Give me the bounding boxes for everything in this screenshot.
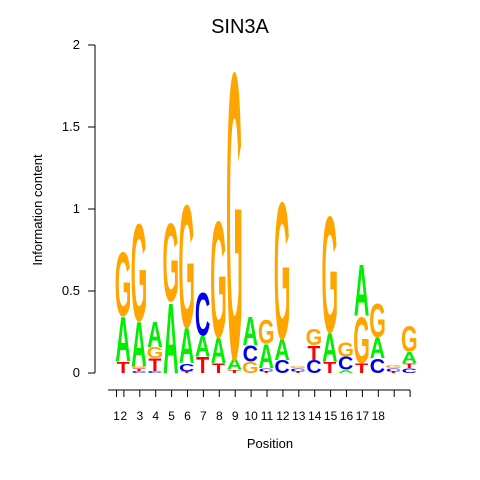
logo-letter-a: A	[211, 331, 226, 371]
x-tick-label: 3	[136, 409, 143, 423]
y-tick-label: 1.5	[62, 119, 80, 134]
logo-letter-c: C	[306, 357, 321, 377]
logo-letter-g: G	[131, 366, 148, 369]
logo-letter-g: G	[290, 366, 307, 369]
y-tick-label: 0.5	[62, 283, 80, 298]
logo-letter-g: G	[242, 359, 259, 377]
x-axis: 1 2 3 4 5 6 7 8 9 10 11 12 13 14 15 16 17 18	[108, 389, 411, 423]
logo-letter-c: C	[243, 341, 258, 367]
logo-letter-g: G	[369, 293, 386, 347]
logo-letter-t: T	[212, 361, 225, 376]
logo-letter-t: T	[196, 352, 210, 378]
x-tick-label: 9	[232, 409, 239, 423]
logo-letter-t: T	[117, 359, 131, 377]
x-tick-label: 18	[372, 409, 386, 423]
logo-letter-a: A	[179, 319, 194, 375]
logo-letter-a: A	[370, 333, 385, 365]
x-tick-label: 7	[200, 409, 207, 423]
y-axis: 0 0.5 1 1.5 2	[62, 37, 96, 380]
x-tick-label: 11	[261, 409, 274, 423]
logo-letter-c: C	[179, 361, 194, 374]
chart-title: SIN3A	[211, 16, 269, 38]
logo-letter-g: G	[337, 339, 354, 362]
x-tick-label: 1	[113, 409, 120, 423]
logo-letter-a: A	[274, 335, 289, 367]
logo-letter-t: T	[148, 356, 161, 376]
logo-letter-a: A	[259, 338, 274, 376]
logo-letter-a: A	[354, 250, 369, 331]
x-tick-label: 6	[184, 409, 191, 423]
logo-letter-c: C	[370, 355, 385, 378]
logo-letter-g: G	[147, 344, 164, 362]
x-tick-label: 4	[152, 409, 159, 423]
logo-letter-g: G	[115, 234, 132, 336]
logo-letter-a: A	[131, 310, 146, 381]
logo-letter-c: C	[274, 357, 289, 377]
logo-letter-a: A	[227, 355, 243, 373]
logo-letter-g: G	[306, 324, 323, 350]
logo-letter-t: T	[355, 361, 368, 376]
x-tick-label: 10	[244, 409, 258, 423]
logo-letter-g: G	[163, 201, 180, 326]
y-tick-label: 2	[73, 37, 80, 52]
x-tick-label: 15	[324, 409, 338, 423]
logo-letter-c: C	[259, 368, 274, 373]
y-axis-label: Information content	[30, 154, 45, 266]
logo-letter-c: C	[290, 368, 305, 373]
logo-letter-a: A	[195, 331, 210, 363]
logo-letter-c: C	[386, 368, 401, 373]
logo-letter-t: T	[291, 371, 305, 374]
logo-letter-g: G	[353, 305, 370, 378]
logo-letter-g: G	[226, 0, 243, 446]
logo-letter-t: T	[180, 371, 194, 374]
logo-letter-c: C	[195, 279, 210, 348]
logo-letter-t: T	[403, 362, 416, 369]
logo-letter-t: T	[260, 371, 274, 374]
x-tick-label: 8	[216, 409, 223, 423]
logo-letter-c: C	[131, 371, 146, 374]
logo-letter-t: T	[307, 342, 320, 365]
x-tick-label: 13	[292, 409, 306, 423]
logo-letter-a: A	[147, 315, 162, 355]
logo-letter-c: C	[147, 371, 162, 374]
logo-letter-c: C	[338, 354, 353, 374]
x-tick-label: 16	[340, 409, 354, 423]
logo-letter-t: T	[132, 368, 146, 373]
logo-letter-t: T	[387, 371, 401, 374]
logo-letter-a: A	[402, 349, 418, 367]
logo-letter-t: T	[228, 369, 242, 374]
logo-letter-a: A	[163, 283, 178, 395]
logo-letter-g: G	[401, 320, 418, 360]
logo-letter-g: G	[210, 188, 227, 373]
logo-letter-a: A	[115, 305, 130, 376]
logo-letter-g: G	[131, 196, 148, 351]
logo-letter-g: G	[385, 364, 402, 369]
logo-letter-t: T	[323, 359, 337, 377]
x-tick-label: 17	[356, 409, 370, 423]
x-tick-label: 2	[121, 409, 128, 423]
logo-letter-a: A	[338, 369, 353, 374]
logo-letter-g: G	[258, 313, 275, 351]
logo-letter-g: G	[322, 183, 339, 368]
x-tick-label: 5	[168, 409, 175, 423]
x-tick-label: 14	[308, 409, 322, 423]
y-tick-label: 1	[73, 201, 80, 216]
logo-letter-a: A	[243, 307, 258, 353]
x-tick-label: 12	[276, 409, 290, 423]
x-axis-label: Position	[247, 436, 293, 451]
logo-letter-a: A	[322, 324, 337, 370]
logo-letter-g: G	[178, 170, 195, 365]
logo-letter-g: G	[274, 161, 291, 380]
logo-letter-c: C	[402, 367, 417, 374]
y-tick-label: 0	[73, 365, 80, 380]
